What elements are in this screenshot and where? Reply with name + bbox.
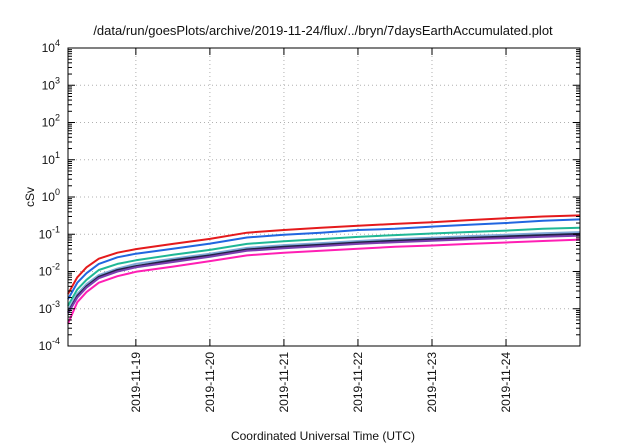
tick-marks [68, 47, 580, 347]
y-tick-label: 100 [42, 187, 60, 204]
x-axis-label: Coordinated Universal Time (UTC) [231, 429, 415, 443]
series-line-5 [67, 232, 581, 313]
grid-lines [68, 48, 580, 346]
x-tick-label: 2019-11-20 [203, 352, 217, 413]
series-line-4 [67, 231, 581, 311]
y-tick-label: 101 [42, 150, 60, 167]
y-tick-label: 10-2 [39, 262, 60, 279]
y-tick-label: 103 [42, 75, 60, 92]
series-line-7 [67, 238, 581, 324]
series-line-1 [67, 214, 581, 295]
y-tick-labels: 10-4 10-3 10-2 10-1 100 101 102 103 104 [39, 38, 60, 353]
x-tick-label: 2019-11-19 [129, 352, 143, 413]
series-line-2 [67, 218, 581, 300]
x-tick-label: 2019-11-21 [277, 352, 291, 413]
y-axis-label: cSv [23, 187, 37, 207]
series-group [67, 214, 581, 324]
x-tick-labels: 2019-11-19 2019-11-20 2019-11-21 2019-11-22… [129, 352, 513, 413]
y-tick-label: 10-3 [39, 299, 60, 316]
x-tick-label: 2019-11-23 [425, 352, 439, 413]
x-tick-label: 2019-11-22 [351, 352, 365, 413]
series-line-6 [67, 234, 581, 314]
y-tick-label: 104 [42, 38, 60, 55]
x-tick-label: 2019-11-24 [499, 352, 513, 413]
y-tick-label: 102 [42, 113, 60, 130]
chart-title: /data/run/goesPlots/archive/2019-11-24/f… [93, 23, 553, 38]
series-line-3 [67, 226, 581, 307]
y-tick-label: 10-4 [39, 336, 60, 353]
y-tick-label: 10-1 [39, 224, 60, 241]
